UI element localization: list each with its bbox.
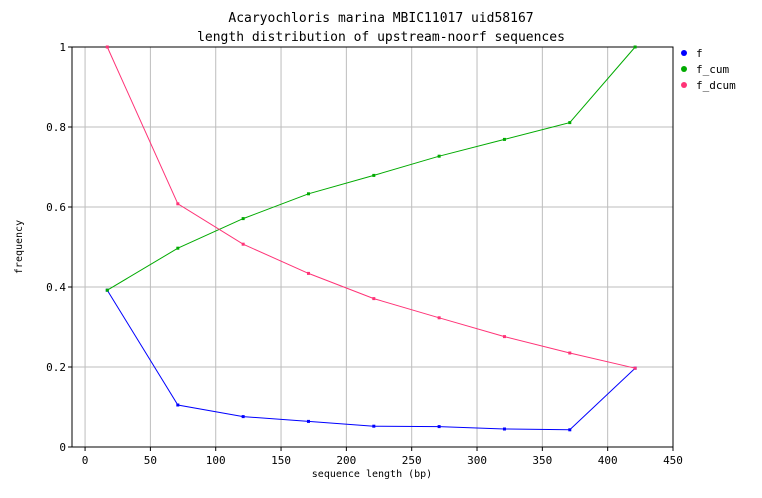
x-axis-ticks: 0 50 100 150 200 250 300 350 400 450 [82,447,683,467]
legend: f f_cum f_dcum [681,47,736,92]
x-axis-label: sequence length (bp) [312,469,432,480]
y-tick-label: 0 [59,441,66,454]
series-line [106,46,636,369]
legend-item-f-cum: f_cum [681,63,729,76]
series-f [105,288,637,432]
y-tick-label: 0.4 [46,281,66,294]
chart-title: Acaryochloris marina MBIC11017 uid58167 [228,11,533,26]
data-point [633,45,637,49]
data-point [306,419,310,423]
series [105,45,637,432]
x-tick-label: 400 [598,454,618,467]
x-tick-label: 450 [663,454,683,467]
series-f-dcum [105,45,637,370]
series-line [107,46,636,291]
data-point [437,316,441,320]
legend-marker [681,82,687,88]
x-tick-label: 350 [532,454,552,467]
x-tick-label: 50 [144,454,157,467]
legend-marker [681,66,687,72]
legend-item-f: f [681,47,703,60]
x-tick-label: 150 [271,454,291,467]
y-tick-label: 0.6 [46,201,66,214]
data-point [372,297,376,301]
y-tick-label: 0.8 [46,121,66,134]
data-point [568,351,572,355]
data-point [241,217,245,221]
data-point [633,366,637,370]
plot-frame [71,46,674,448]
legend-marker [681,50,687,56]
legend-label: f_dcum [696,79,736,92]
data-point [176,246,180,250]
data-point [502,137,506,141]
x-tick-label: 100 [206,454,226,467]
x-tick-label: 0 [82,454,89,467]
data-point [502,335,506,339]
x-tick-label: 200 [336,454,356,467]
y-tick-label: 1 [59,41,66,54]
data-point [105,288,109,292]
data-point [372,424,376,428]
x-tick-label: 250 [402,454,422,467]
y-axis-label: frequency [14,220,25,274]
data-point [437,425,441,429]
data-point [306,271,310,275]
data-point [372,173,376,177]
data-point [176,403,180,407]
y-tick-label: 0.2 [46,361,66,374]
data-point [568,121,572,125]
data-point [502,427,506,431]
data-point [437,154,441,158]
data-point [241,415,245,419]
legend-item-f-dcum: f_dcum [681,79,736,92]
series-f-cum [105,45,637,292]
data-point [568,428,572,432]
data-point [241,242,245,246]
y-axis-ticks: 0 0.2 0.4 0.6 0.8 1 [46,41,72,454]
data-point [306,192,310,196]
legend-label: f_cum [696,63,729,76]
chart-subtitle: length distribution of upstream-noorf se… [197,30,565,45]
series-line [106,289,636,431]
data-point [105,45,109,49]
x-tick-label: 300 [467,454,487,467]
legend-label: f [696,47,703,60]
data-point [176,202,180,206]
